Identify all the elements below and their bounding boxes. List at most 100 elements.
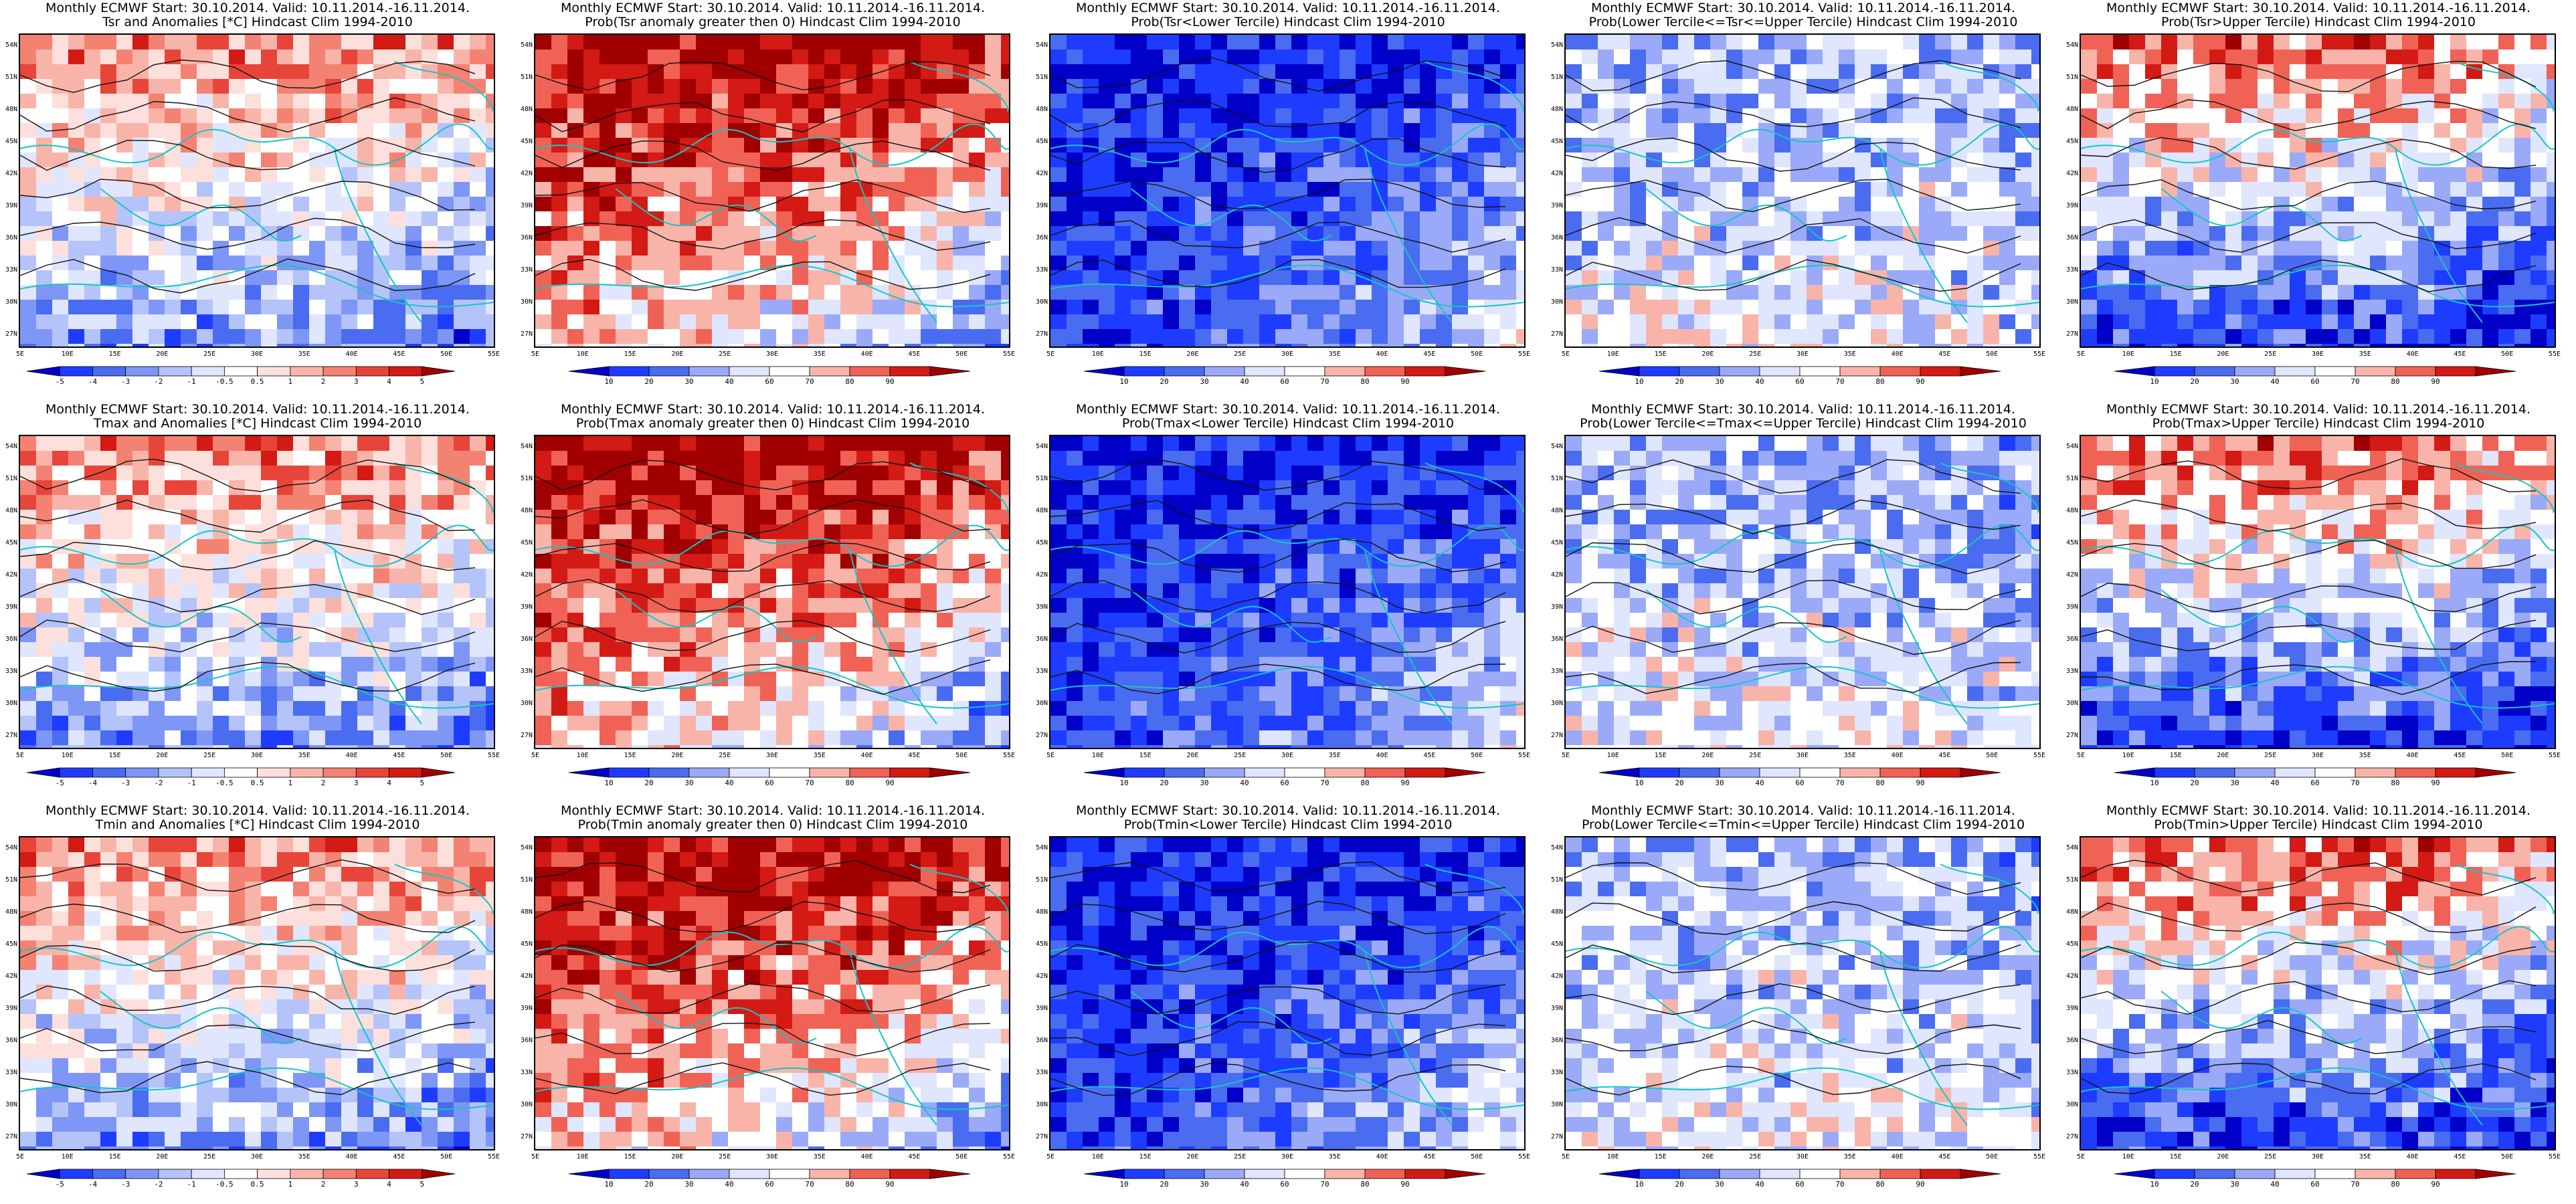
field-cell (1582, 167, 1598, 183)
field-cell (856, 613, 873, 628)
field-cell (2498, 79, 2515, 94)
field-cell (1067, 153, 1083, 168)
field-cell (2097, 79, 2114, 94)
field-cell (1099, 197, 1115, 212)
field-cell (2434, 226, 2451, 241)
field-cell (438, 657, 454, 672)
field-cell (1999, 241, 2016, 256)
field-cell (1211, 344, 1228, 346)
field-cell (2434, 211, 2451, 227)
field-cell (2193, 79, 2210, 94)
field-cell (600, 730, 616, 746)
field-cell (1163, 35, 1180, 50)
field-cell (905, 94, 921, 109)
field-cell (664, 167, 680, 183)
field-cell (1468, 226, 1485, 241)
field-cell (535, 539, 552, 555)
field-cell (422, 672, 438, 687)
field-cell (213, 138, 229, 153)
field-cell (1935, 314, 1952, 330)
field-cell (1001, 716, 1009, 731)
field-cell (309, 344, 326, 346)
field-cell (309, 701, 326, 716)
longitude-label: 55E (2548, 350, 2561, 358)
field-cell (953, 226, 970, 241)
field-cell (969, 613, 986, 628)
field-cell (551, 344, 568, 346)
colorbar-tick-label: 40 (1240, 377, 1249, 386)
field-cell (438, 123, 454, 138)
field-cell (213, 436, 229, 452)
field-cell (68, 138, 85, 153)
field-cell (856, 745, 873, 748)
field-cell (405, 197, 422, 212)
field-cell (1436, 226, 1453, 241)
field-cell (985, 466, 1002, 481)
field-cell (1050, 197, 1067, 212)
field-cell (1710, 167, 1727, 183)
field-cell (535, 108, 552, 124)
field-cell (905, 182, 921, 197)
field-cell (905, 598, 921, 613)
field-cell (1662, 241, 1679, 256)
field-cell (1582, 35, 1598, 50)
field-cell (1807, 182, 1823, 197)
field-cell (937, 716, 953, 731)
field-cell (486, 138, 494, 153)
field-cell (1903, 270, 1920, 286)
field-cell (357, 285, 374, 300)
field-cell (438, 539, 454, 555)
field-cell (856, 730, 873, 746)
field-cell (1967, 79, 1984, 94)
field-cell (1356, 138, 1372, 153)
field-cell (1484, 108, 1501, 124)
field-cell (1372, 79, 1388, 94)
field-cell (1436, 167, 1453, 183)
field-cell (213, 583, 229, 599)
field-cell (1468, 138, 1485, 153)
field-cell (824, 451, 841, 466)
field-cell (1291, 167, 1308, 183)
field-cell (648, 701, 664, 716)
field-cell (1694, 35, 1711, 50)
field-cell (600, 510, 616, 525)
field-cell (1630, 49, 1647, 65)
field-cell (985, 138, 1002, 153)
field-cell (100, 672, 117, 687)
map-panel: Monthly ECMWF Start: 30.10.2014. Valid: … (0, 401, 515, 803)
latitude-label: 45N (521, 138, 533, 145)
field-cell (277, 510, 294, 525)
field-cell (2113, 329, 2130, 344)
field-cell (696, 153, 713, 168)
field-cell (341, 49, 358, 65)
field-cell (52, 495, 69, 510)
field-cell (1598, 329, 1615, 344)
field-cell (1099, 344, 1115, 346)
latitude-label: 33N (2066, 266, 2079, 274)
field-cell (357, 627, 374, 643)
field-cell (1582, 211, 1598, 227)
field-cell (181, 613, 197, 628)
field-cell (132, 197, 149, 212)
field-cell (696, 657, 713, 672)
field-cell (373, 510, 390, 525)
field-cell (1452, 314, 1469, 330)
field-cell (309, 642, 326, 658)
field-cell (1758, 49, 1775, 65)
field-cell (792, 197, 809, 212)
field-cell (840, 167, 857, 183)
field-cell (1710, 285, 1727, 300)
field-cell (744, 211, 761, 227)
field-cell (1468, 49, 1485, 65)
field-cell (357, 108, 374, 124)
coastline (20, 666, 494, 709)
field-cell (181, 436, 197, 452)
field-cell (1163, 256, 1180, 271)
longitude-label: 55E (1517, 350, 1531, 358)
field-cell (776, 138, 793, 153)
field-cell (2498, 329, 2515, 344)
field-cell (1452, 197, 1469, 212)
field-cell (1500, 108, 1517, 124)
field-cell (680, 64, 697, 80)
field-cell (808, 300, 825, 315)
